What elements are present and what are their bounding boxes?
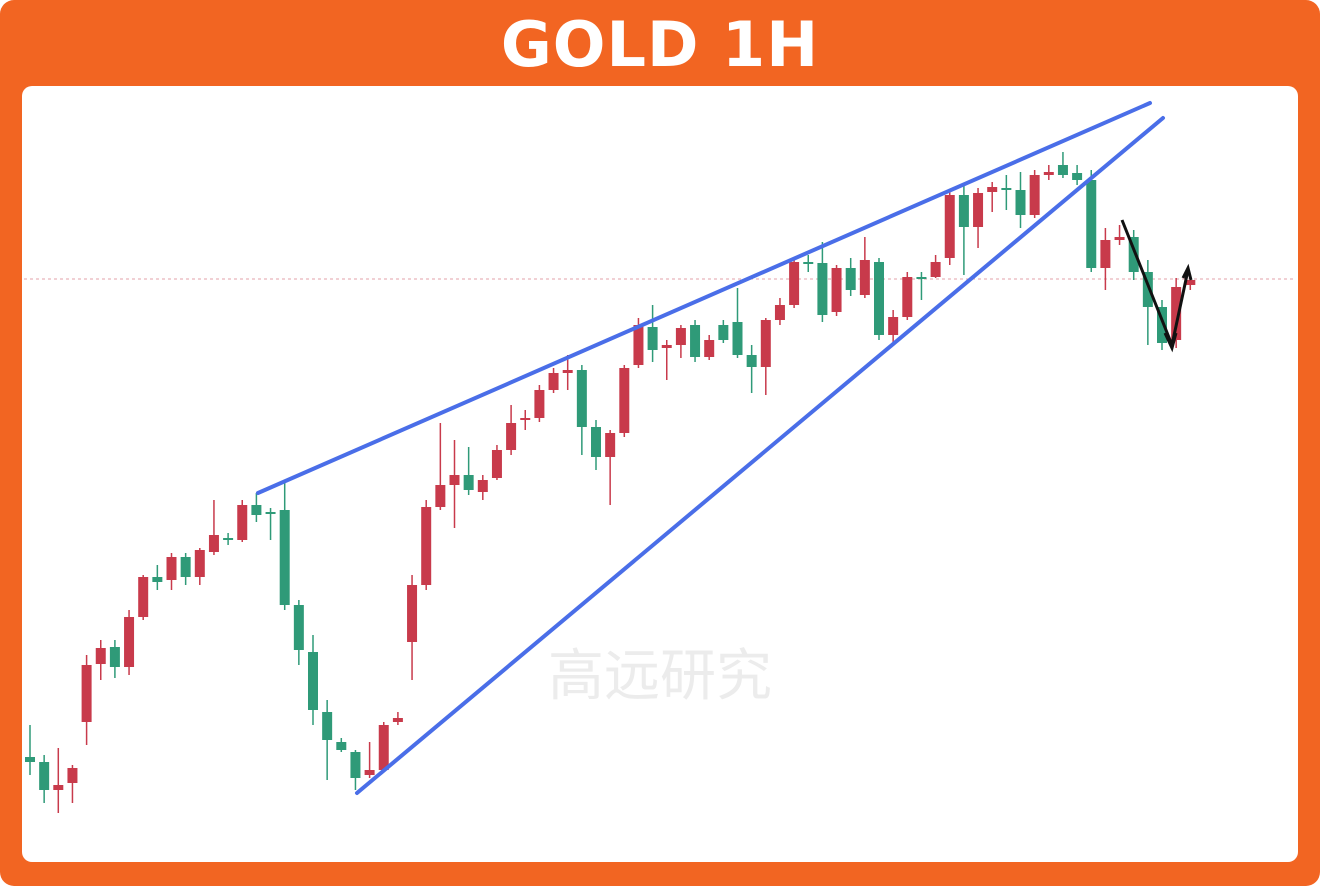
candle-body [1114,237,1125,240]
candle-body [1001,188,1012,190]
candle-body [1057,165,1068,175]
candle-body [831,268,842,312]
watermark: 高远研究 [548,644,772,709]
candle-body [534,390,545,418]
candle-body [378,725,389,770]
candle-body [718,325,729,340]
candle-body [449,475,460,485]
candle-body [279,510,290,605]
candle-body [845,268,856,290]
candle-body [1029,175,1040,215]
candle-body [392,718,403,722]
candle-body [1185,280,1196,285]
chart-panel [22,86,1298,862]
candle-body [350,752,361,778]
candle-body [944,195,955,258]
candle-body [308,652,318,710]
candle-body [166,557,177,580]
candle-body [53,785,64,790]
candle-body [109,647,120,667]
candle-body [124,617,135,667]
candle-body [194,550,205,577]
candle-body [463,475,474,490]
candle-body [902,277,913,317]
candle-body [930,262,941,277]
candle-body [987,187,998,192]
candle-body [407,585,418,642]
lower-trend-line [355,116,1165,795]
candle-body [251,505,262,515]
upper-trend-line [256,101,1152,495]
candle-body [223,538,234,540]
candle-body [732,322,743,355]
candle-body [208,535,219,552]
candle-body [958,195,969,227]
candle-body [1086,180,1097,268]
candle-body [39,762,50,790]
candle-body [265,512,276,514]
candle-body [520,418,531,420]
candle-body [506,423,517,450]
candle-body [675,328,686,345]
candle-body [1100,240,1111,268]
candle-body [435,485,446,507]
candle-body [647,327,658,350]
candle-body [916,277,927,279]
candle-body [152,577,163,582]
candle-body [237,505,248,540]
candle-body [81,665,92,722]
candle-body [138,577,149,617]
candle-body [633,325,644,365]
candle-body [1072,173,1083,180]
candle-body [1128,237,1139,272]
candle-body [746,355,757,367]
candle-body [605,433,616,457]
candle-body [817,263,828,315]
candle-body [477,480,488,492]
arrow-head [1181,263,1193,281]
candle-body [421,507,432,585]
candle-body [364,770,375,775]
candle-body [1142,272,1153,307]
candle-body [661,345,672,348]
candle-body [973,193,984,227]
candle-body [1157,307,1167,343]
candle-body [619,368,630,433]
candle-body [789,262,800,305]
candle-body [67,768,78,783]
candle-body [1043,172,1054,175]
candle-body [562,370,573,373]
candle-body [1015,190,1026,215]
candle-body [25,757,35,762]
candle-body [859,260,870,295]
candle-body [576,370,587,427]
candle-body [548,373,559,390]
candle-body [336,742,347,750]
candle-body [180,557,191,577]
arrow-head [1163,332,1178,353]
trend-lines [256,101,1165,795]
candle-body [591,427,601,457]
candle-body [95,648,106,664]
arrows [1120,219,1193,353]
candle-body [803,262,814,264]
candle-body [774,305,785,320]
candle-body [690,325,701,357]
candle-body [704,340,715,357]
candle-body [874,262,884,335]
candle-body [322,712,333,740]
candle-body [293,605,304,650]
candle-body [888,317,899,335]
candle-body [1171,287,1182,340]
chart-title: GOLD 1H [500,8,820,81]
candle-body [760,320,771,367]
candle-body [491,450,502,478]
